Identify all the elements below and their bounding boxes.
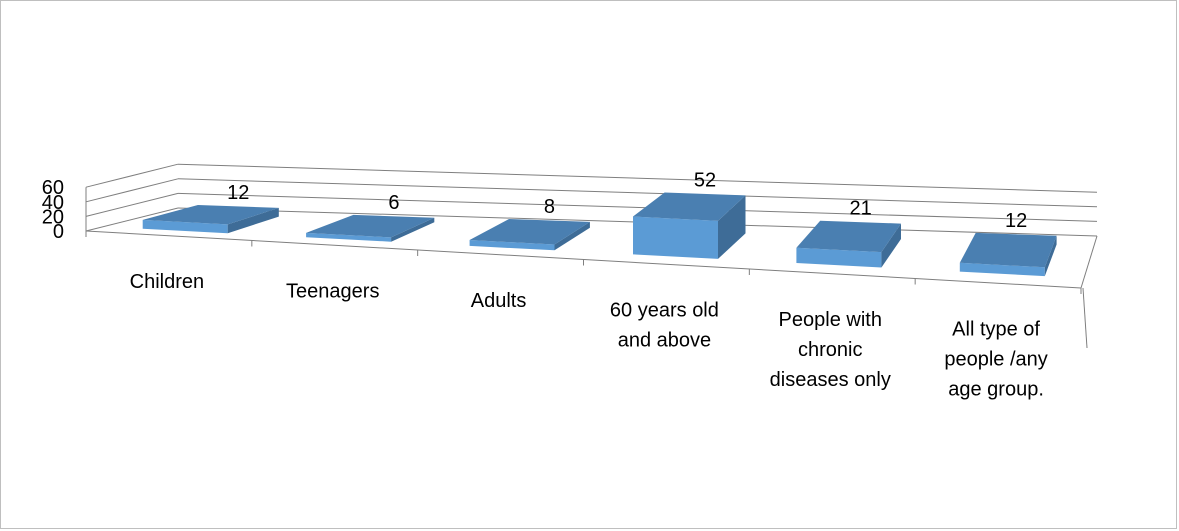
- x-tick-label-5-2: age group.: [948, 378, 1044, 400]
- bar-top-5: [959, 232, 1057, 268]
- bar-top-3: [633, 192, 746, 221]
- bar-side-1: [391, 217, 435, 242]
- data-label-2: 8: [544, 196, 555, 218]
- bar-front-0: [142, 219, 228, 234]
- x-tick-label-4-0: People with: [779, 309, 882, 331]
- data-label-0: 12: [227, 182, 249, 204]
- bar-side-2: [554, 221, 590, 251]
- y-tick-label-3: 60: [42, 177, 64, 199]
- x-tick-label-2-0: Adults: [471, 290, 527, 312]
- y-tick-label-2: 40: [42, 192, 64, 214]
- x-tick-label-1-0: Teenagers: [286, 280, 379, 302]
- bar-front-5: [959, 262, 1045, 277]
- data-label-3: 52: [694, 170, 716, 192]
- floor-right-drop: [1082, 287, 1088, 349]
- data-label-1: 6: [388, 192, 399, 214]
- data-label-5: 12: [1005, 210, 1027, 232]
- bar-front-4: [796, 247, 882, 268]
- data-label-4: 21: [849, 198, 871, 220]
- bar-side-3: [718, 195, 746, 259]
- bar-side-0: [227, 207, 279, 234]
- gridline-side-3: [85, 163, 179, 188]
- x-tick-label-3-0: 60 years old: [610, 299, 719, 321]
- x-tick-label-5-0: All type of: [952, 318, 1040, 340]
- gridline-side-1: [85, 192, 179, 217]
- bar-side-5: [1044, 235, 1057, 277]
- bar-side-4: [881, 223, 901, 268]
- gridline-side-0: [85, 207, 179, 232]
- bar-top-0: [142, 205, 279, 225]
- bar-top-1: [306, 214, 435, 238]
- floor-right-edge: [1080, 235, 1098, 289]
- x-tick-label-4-1: chronic: [798, 339, 862, 361]
- bar-front-3: [633, 216, 718, 259]
- x-tick-label-3-1: and above: [618, 329, 711, 351]
- gridline-back-1: [177, 192, 1098, 222]
- gridline-side-2: [85, 178, 179, 203]
- y-tick-label-0: 0: [53, 221, 64, 243]
- gridline-back-3: [177, 163, 1098, 193]
- bar-front-1: [306, 232, 392, 242]
- y-tick-label-1: 20: [42, 206, 64, 228]
- bar-front-2: [469, 240, 555, 251]
- bar-top-4: [796, 220, 901, 253]
- x-tick-label-0-0: Children: [130, 271, 204, 293]
- gridline-back-2: [177, 178, 1098, 208]
- bar-top-2: [469, 219, 590, 245]
- x-tick-label-4-2: diseases only: [770, 369, 891, 391]
- x-tick-label-5-1: people /any: [944, 348, 1047, 370]
